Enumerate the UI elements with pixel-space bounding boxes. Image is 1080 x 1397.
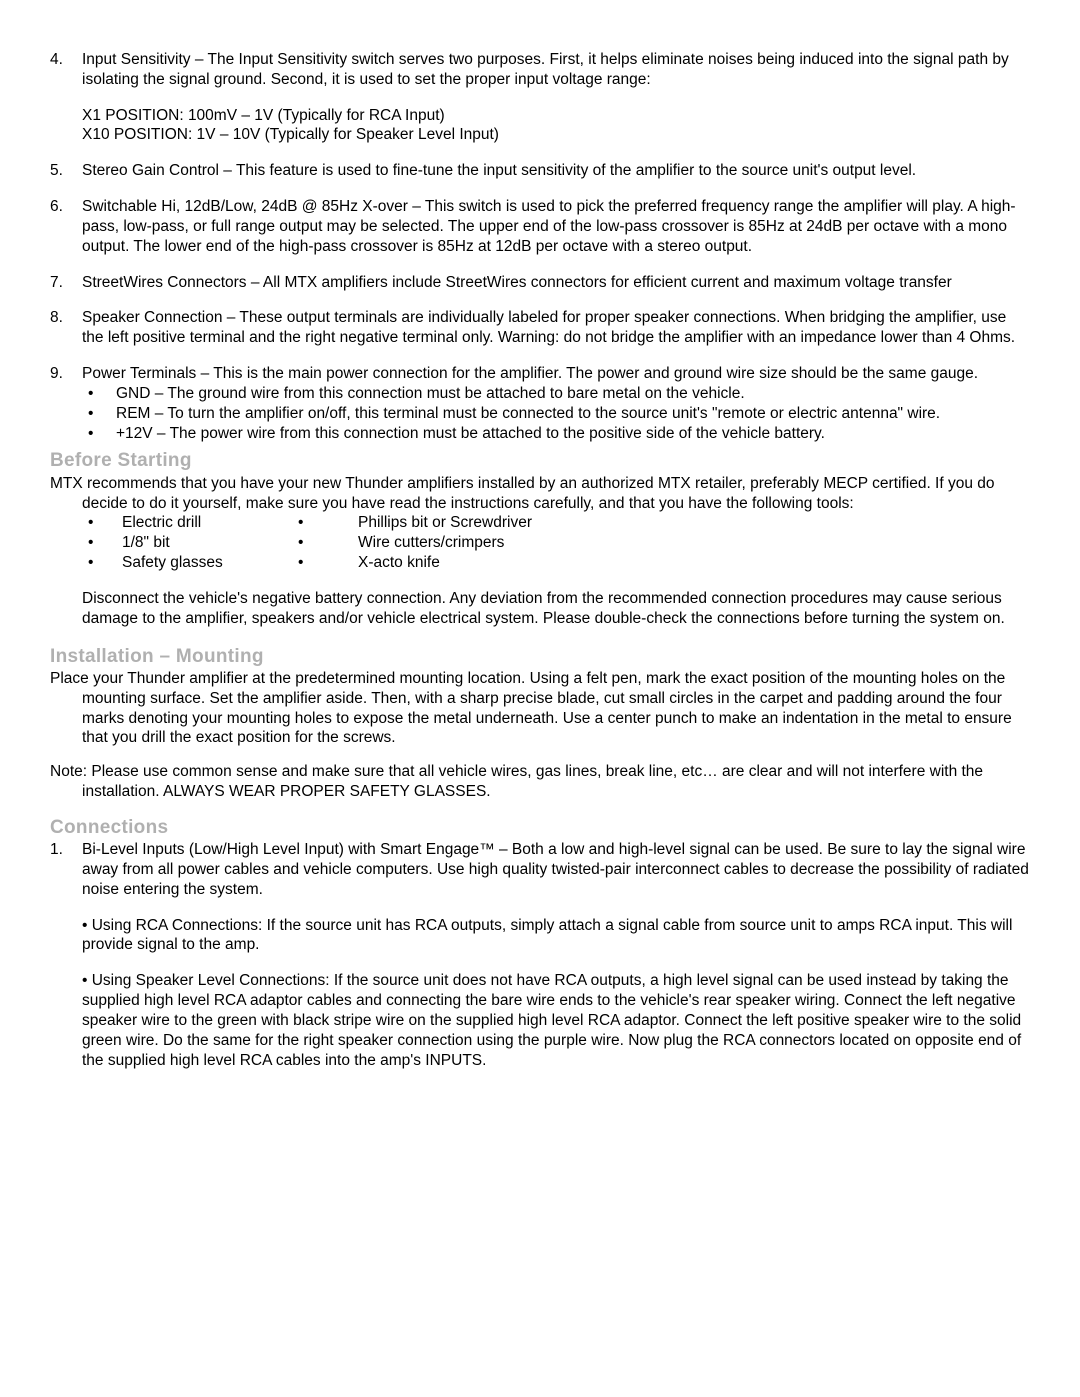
tool-label: 1/8" bit — [122, 533, 170, 553]
list-item-5: 5. Stereo Gain Control – This feature is… — [50, 161, 1030, 181]
list-item-8: 8. Speaker Connection – These output ter… — [50, 308, 1030, 348]
list-item-6: 6. Switchable Hi, 12dB/Low, 24dB @ 85Hz … — [50, 197, 1030, 256]
install-paragraph-1: Place your Thunder amplifier at the pred… — [50, 669, 1030, 748]
item-text: Speaker Connection – These output termin… — [82, 308, 1030, 348]
list-item-9: 9. Power Terminals – This is the main po… — [50, 364, 1030, 384]
connections-item-1: 1. Bi-Level Inputs (Low/High Level Input… — [50, 840, 1030, 899]
tool-item: •1/8" bit — [82, 533, 292, 553]
bullet-icon: • — [292, 553, 358, 573]
x10-position: X10 POSITION: 1V – 10V (Typically for Sp… — [82, 125, 1030, 145]
tool-label: Electric drill — [122, 513, 201, 533]
install-note: Note: Please use common sense and make s… — [50, 762, 1030, 802]
bullet-icon: • — [82, 424, 116, 444]
item-body: Input Sensitivity – The Input Sensitivit… — [82, 50, 1030, 90]
item-number: 9. — [50, 364, 82, 384]
bullet-icon: • — [82, 553, 122, 573]
sub-bullet-gnd: • GND – The ground wire from this connec… — [82, 384, 1030, 404]
before-paragraph-1: MTX recommends that you have your new Th… — [50, 474, 1030, 514]
bullet-icon: • — [292, 513, 358, 533]
tool-item: •X-acto knife — [292, 553, 532, 573]
tool-item: •Phillips bit or Screwdriver — [292, 513, 532, 533]
tool-label: Wire cutters/crimpers — [358, 533, 504, 553]
item-number: 6. — [50, 197, 82, 256]
item-number: 4. — [50, 50, 82, 90]
connections-speaker-level: • Using Speaker Level Connections: If th… — [82, 971, 1030, 1070]
connections-rca: • Using RCA Connections: If the source u… — [82, 916, 1030, 956]
tools-col-1: •Electric drill •1/8" bit •Safety glasse… — [82, 513, 292, 572]
tools-list: •Electric drill •1/8" bit •Safety glasse… — [82, 513, 1030, 572]
bullet-icon: • — [82, 404, 116, 424]
bullet-icon: • — [82, 513, 122, 533]
x1-position: X1 POSITION: 100mV – 1V (Typically for R… — [82, 106, 1030, 126]
tool-item: •Electric drill — [82, 513, 292, 533]
item-text: Power Terminals – This is the main power… — [82, 364, 1030, 384]
tool-label: Phillips bit or Screwdriver — [358, 513, 532, 533]
bullet-icon: • — [82, 384, 116, 404]
tool-item: •Wire cutters/crimpers — [292, 533, 532, 553]
item-4-positions: X1 POSITION: 100mV – 1V (Typically for R… — [82, 106, 1030, 146]
tool-item: •Safety glasses — [82, 553, 292, 573]
sub-bullet-rem: • REM – To turn the amplifier on/off, th… — [82, 404, 1030, 424]
tool-label: X-acto knife — [358, 553, 440, 573]
bullet-text: +12V – The power wire from this connecti… — [116, 424, 1030, 444]
tools-col-2: •Phillips bit or Screwdriver •Wire cutte… — [292, 513, 532, 572]
before-paragraph-2: Disconnect the vehicle's negative batter… — [82, 589, 1030, 629]
item-number: 7. — [50, 273, 82, 293]
bullet-icon: • — [82, 533, 122, 553]
heading-before-starting: Before Starting — [50, 449, 1030, 473]
item-number: 1. — [50, 840, 82, 899]
item-text: Bi-Level Inputs (Low/High Level Input) w… — [82, 840, 1030, 899]
item-text: Input Sensitivity – The Input Sensitivit… — [82, 50, 1030, 90]
bullet-text-span: REM – To turn the amplifier on/off, this… — [116, 405, 940, 422]
bullet-text: REM – To turn the amplifier on/off, this… — [116, 404, 1030, 424]
item-number: 8. — [50, 308, 82, 348]
item-number: 5. — [50, 161, 82, 181]
item-text: Stereo Gain Control – This feature is us… — [82, 161, 1030, 181]
item-text: StreetWires Connectors – All MTX amplifi… — [82, 273, 1030, 293]
item-text: Switchable Hi, 12dB/Low, 24dB @ 85Hz X-o… — [82, 197, 1030, 256]
sub-bullet-12v: • +12V – The power wire from this connec… — [82, 424, 1030, 444]
list-item-7: 7. StreetWires Connectors – All MTX ampl… — [50, 273, 1030, 293]
heading-connections: Connections — [50, 816, 1030, 840]
bullet-icon: • — [292, 533, 358, 553]
list-item-4: 4. Input Sensitivity – The Input Sensiti… — [50, 50, 1030, 90]
tool-label: Safety glasses — [122, 553, 223, 573]
bullet-text: GND – The ground wire from this connecti… — [116, 384, 1030, 404]
heading-installation: Installation – Mounting — [50, 645, 1030, 669]
